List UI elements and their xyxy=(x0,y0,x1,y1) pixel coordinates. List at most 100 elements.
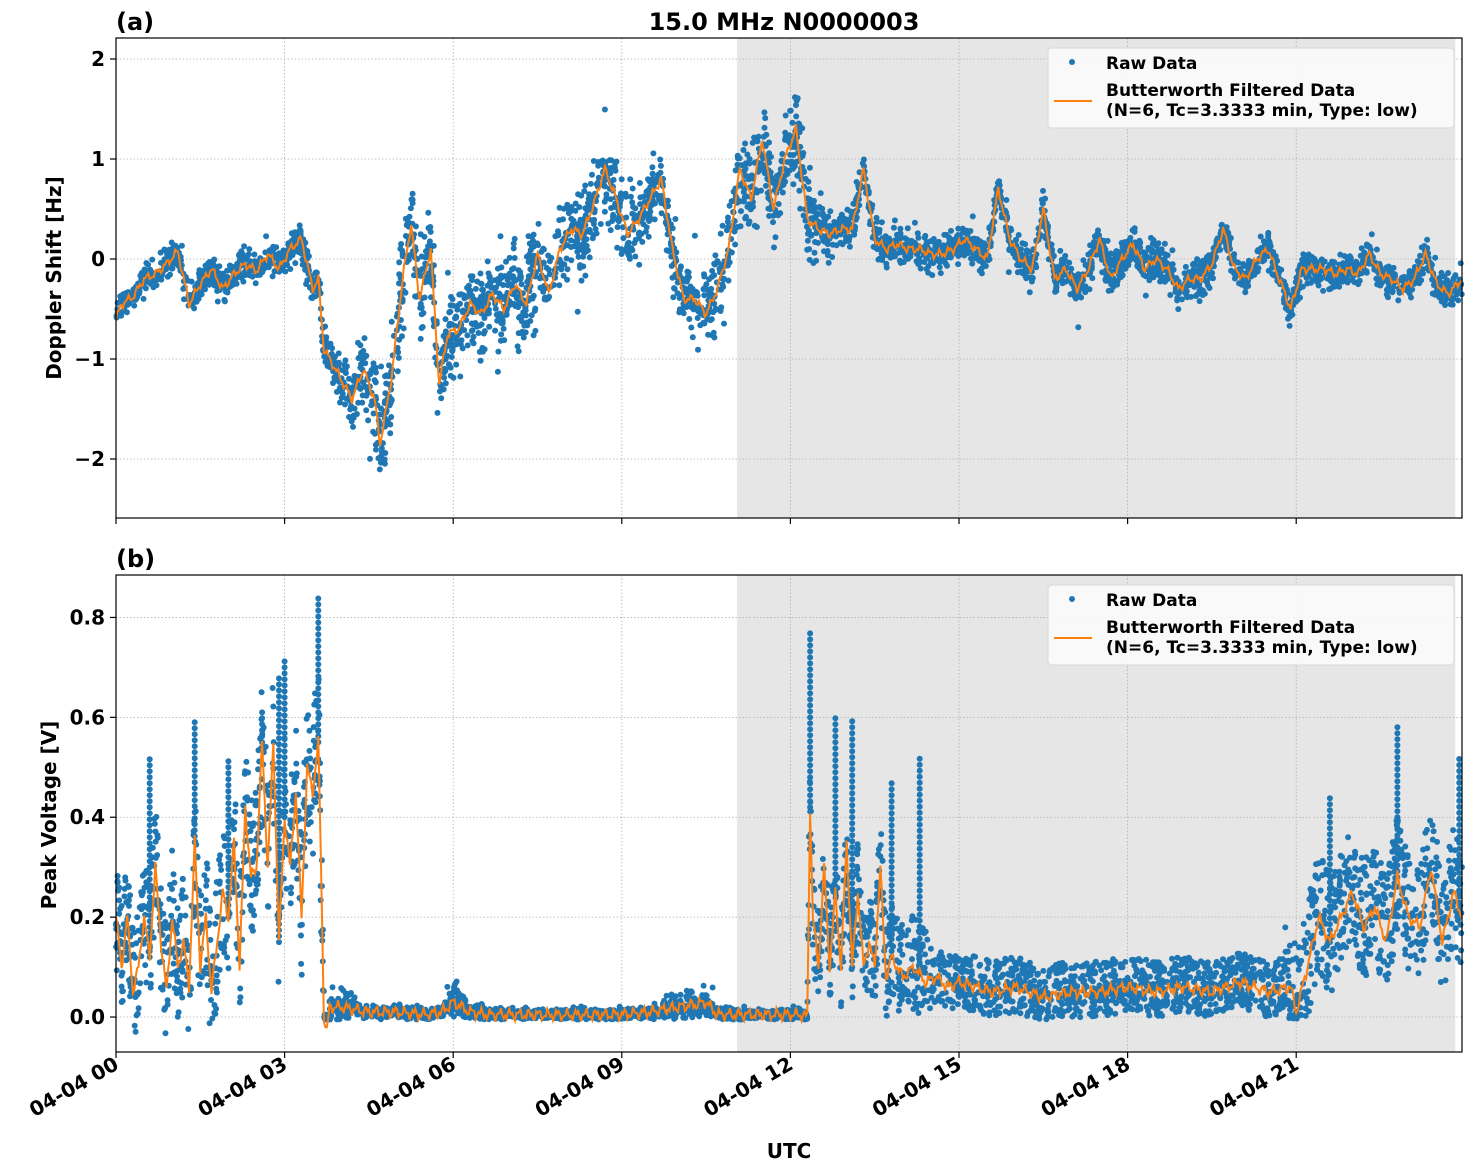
raw-data-point xyxy=(501,337,508,344)
raw-data-point xyxy=(601,106,608,113)
raw-data-point xyxy=(477,357,484,364)
raw-data-point xyxy=(1196,298,1203,305)
raw-data-point xyxy=(428,294,434,301)
raw-data-point xyxy=(446,309,453,316)
raw-data-point xyxy=(762,115,769,122)
raw-data-point xyxy=(851,200,858,207)
raw-data-point xyxy=(1331,280,1338,287)
raw-data-point xyxy=(1189,270,1196,277)
raw-data-point xyxy=(346,414,353,420)
raw-data-point xyxy=(1337,251,1344,258)
raw-data-point xyxy=(969,260,976,267)
raw-data-point xyxy=(338,394,345,401)
raw-data-point xyxy=(153,282,160,289)
raw-data-point xyxy=(472,285,479,292)
raw-data-point xyxy=(782,134,789,140)
raw-data-point xyxy=(1432,254,1439,261)
raw-data-point xyxy=(574,241,581,247)
raw-data-point xyxy=(1373,246,1380,253)
raw-data-point xyxy=(381,460,388,467)
raw-data-point xyxy=(717,230,724,237)
raw-data-point xyxy=(484,258,491,265)
raw-data-point xyxy=(847,208,854,215)
raw-data-point xyxy=(479,286,486,293)
raw-data-point xyxy=(447,372,454,379)
raw-data-point xyxy=(574,308,581,315)
raw-data-point xyxy=(378,448,385,455)
raw-data-point xyxy=(770,219,776,226)
raw-data-point xyxy=(1194,291,1201,298)
panel-b: 0.80.60.40.20.0 04-04 00 04-04 03 04-04 06… xyxy=(25,545,1465,1163)
raw-data-point xyxy=(468,328,475,334)
raw-data-point xyxy=(677,991,684,998)
raw-data-point xyxy=(744,151,751,158)
raw-data-point xyxy=(601,183,608,190)
raw-data-point xyxy=(168,239,175,246)
raw-data-point xyxy=(542,294,548,301)
raw-data-point xyxy=(510,265,517,272)
raw-data-point xyxy=(711,334,718,341)
raw-data-point xyxy=(782,112,789,119)
raw-data-point xyxy=(529,253,536,260)
raw-data-point xyxy=(368,402,375,409)
raw-data-point xyxy=(1136,237,1143,244)
raw-data-point xyxy=(589,171,595,178)
raw-data-point xyxy=(568,204,575,210)
raw-data-point xyxy=(1196,269,1203,276)
raw-data-point xyxy=(1091,238,1097,245)
raw-data-point xyxy=(833,242,840,249)
legend-label-filtered: Butterworth Filtered Data xyxy=(1106,81,1355,101)
raw-data-point xyxy=(761,124,768,131)
raw-data-point xyxy=(806,164,813,171)
raw-data-point xyxy=(1062,278,1069,285)
raw-data-point xyxy=(1078,294,1085,301)
raw-data-point xyxy=(420,310,427,316)
raw-data-point xyxy=(724,218,731,225)
raw-data-point xyxy=(421,294,428,301)
raw-data-point xyxy=(142,962,149,969)
raw-data-point xyxy=(1447,301,1454,308)
raw-data-point xyxy=(969,213,976,220)
raw-data-point xyxy=(1314,950,1320,956)
raw-data-point xyxy=(1424,236,1431,243)
raw-data-point xyxy=(355,339,361,346)
raw-data-point xyxy=(789,119,796,126)
raw-data-point xyxy=(907,252,914,259)
x-axis-ticks xyxy=(115,518,1297,524)
raw-data-point xyxy=(946,236,953,243)
raw-data-point xyxy=(475,330,482,336)
raw-data-point xyxy=(1204,257,1211,264)
raw-data-point xyxy=(1014,261,1021,268)
raw-data-point xyxy=(303,281,310,287)
raw-data-point xyxy=(464,332,471,339)
raw-data-point xyxy=(614,224,621,231)
raw-data-point xyxy=(1057,247,1064,254)
raw-data-point xyxy=(342,401,348,408)
raw-data-point xyxy=(923,266,930,272)
raw-data-point xyxy=(586,254,593,261)
raw-data-point xyxy=(1445,270,1452,276)
raw-data-point xyxy=(1040,187,1046,194)
raw-data-point xyxy=(800,212,807,219)
raw-data-point xyxy=(915,234,922,241)
raw-data-point xyxy=(1358,896,1365,903)
raw-data-point xyxy=(510,300,517,307)
raw-data-point xyxy=(509,273,516,280)
raw-data-point xyxy=(618,246,625,253)
raw-data-point xyxy=(263,233,270,240)
raw-data-point xyxy=(492,305,499,312)
raw-data-point xyxy=(427,224,434,230)
raw-data-point xyxy=(164,251,171,258)
raw-data-point xyxy=(1218,221,1225,228)
raw-data-point xyxy=(1383,291,1390,298)
raw-data-point xyxy=(734,152,741,159)
raw-data-point xyxy=(446,320,453,327)
raw-data-point xyxy=(1188,293,1194,300)
raw-data-point xyxy=(545,252,552,259)
raw-data-point xyxy=(827,208,834,215)
raw-data-point xyxy=(910,1006,917,1012)
raw-data-point xyxy=(649,176,656,183)
raw-data-point xyxy=(817,190,824,197)
raw-data-point xyxy=(687,283,694,290)
raw-data-point xyxy=(695,346,701,353)
